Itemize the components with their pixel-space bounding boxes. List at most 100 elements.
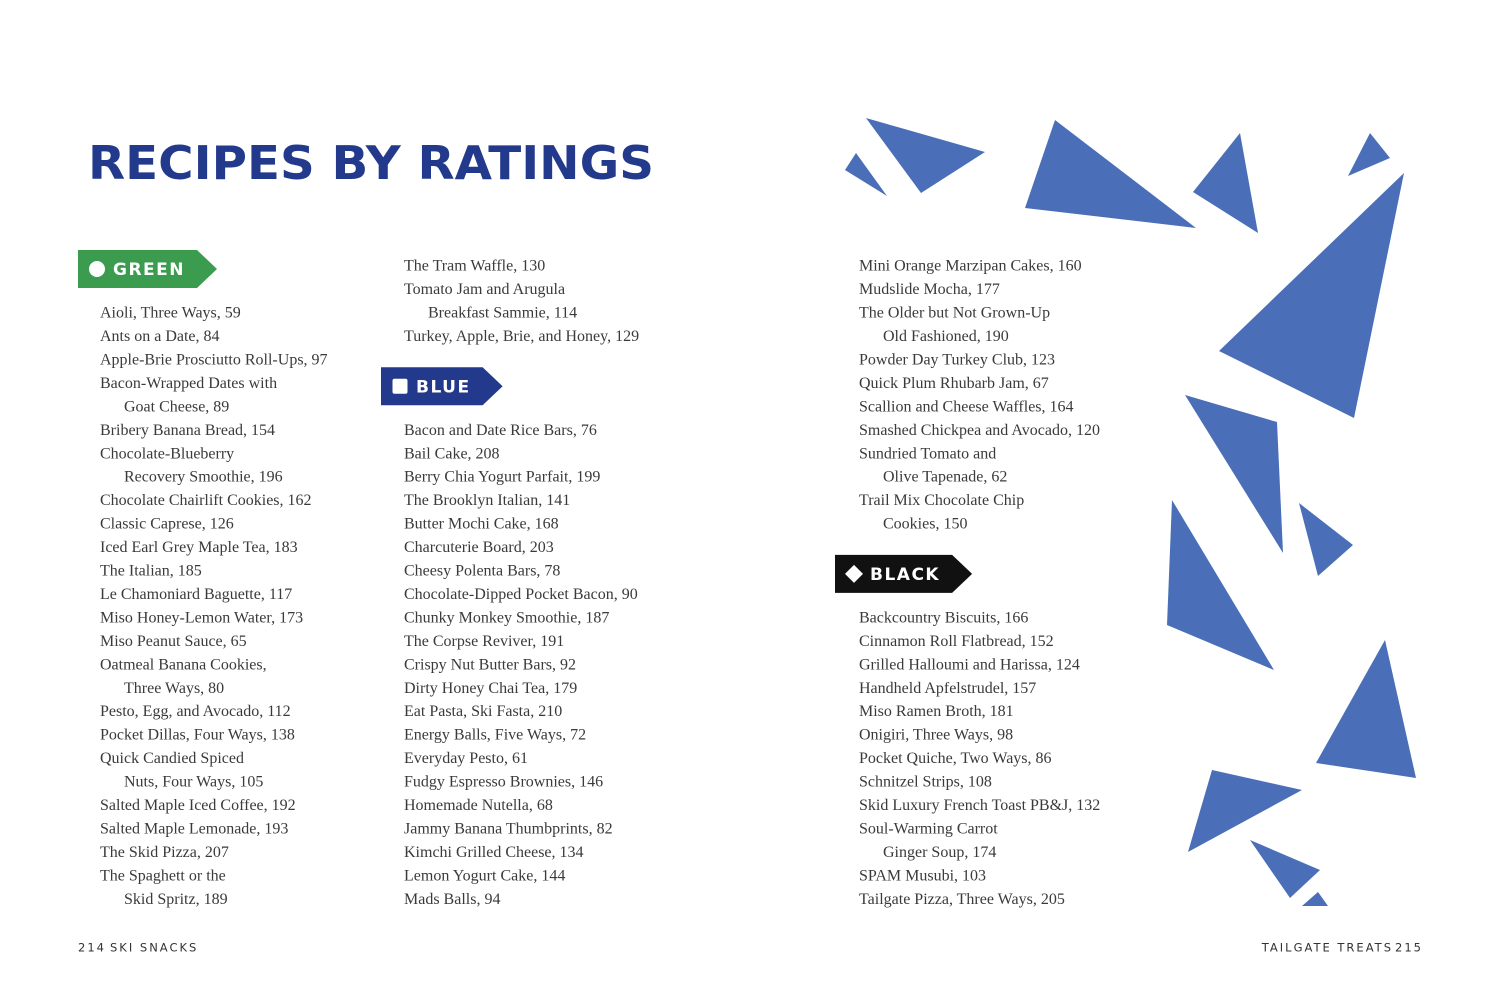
recipe-entry: Chunky Monkey Smoothie, 187 xyxy=(404,609,609,626)
recipe-entry: Ants on a Date, 84 xyxy=(100,328,220,345)
badge-label: BLUE xyxy=(416,377,471,397)
recipe-entry: Energy Balls, Five Ways, 72 xyxy=(404,727,586,744)
recipe-entry: Aioli, Three Ways, 59 xyxy=(100,305,241,322)
triangle xyxy=(1193,133,1258,233)
recipe-entry: Eat Pasta, Ski Fasta, 210 xyxy=(404,703,562,720)
recipe-entry: Chocolate-Blueberry xyxy=(100,445,234,462)
recipe-entry: Everyday Pesto, 61 xyxy=(404,750,528,767)
recipe-entry: Grilled Halloumi and Harissa, 124 xyxy=(859,656,1080,673)
recipe-entry: Tailgate Pizza, Three Ways, 205 xyxy=(859,891,1065,908)
recipe-entry: Berry Chia Yogurt Parfait, 199 xyxy=(404,469,600,486)
recipe-entry: Bacon and Date Rice Bars, 76 xyxy=(404,422,597,439)
recipe-entry: Miso Ramen Broth, 181 xyxy=(859,703,1014,720)
recipe-entry: Ginger Soup, 174 xyxy=(883,844,996,861)
recipe-entry: Skid Spritz, 189 xyxy=(124,891,228,908)
recipe-entry: Handheld Apfelstrudel, 157 xyxy=(859,680,1036,697)
recipe-entry: Nuts, Four Ways, 105 xyxy=(124,774,263,791)
recipe-entry: Jammy Banana Thumbprints, 82 xyxy=(404,820,613,837)
recipe-entry: SPAM Musubi, 103 xyxy=(859,867,986,884)
recipe-entry: Bacon-Wrapped Dates with xyxy=(100,375,277,392)
running-head: SKI SNACKS xyxy=(110,941,198,955)
recipe-entry: The Corpse Reviver, 191 xyxy=(404,633,564,650)
page-number: 214 xyxy=(78,941,106,955)
triangle xyxy=(866,118,985,193)
decorative-triangles xyxy=(845,118,1416,906)
recipe-entry: Turkey, Apple, Brie, and Honey, 129 xyxy=(404,328,639,345)
recipe-entry: Powder Day Turkey Club, 123 xyxy=(859,351,1055,368)
triangle xyxy=(1316,640,1416,778)
recipe-entry: Apple-Brie Prosciutto Roll-Ups, 97 xyxy=(100,351,328,368)
recipe-entry: Cheesy Polenta Bars, 78 xyxy=(404,563,560,580)
recipe-entry: The Italian, 185 xyxy=(100,563,202,580)
recipe-entry: Bail Cake, 208 xyxy=(404,445,500,462)
triangle xyxy=(1188,770,1302,852)
recipe-entry: Sundried Tomato and xyxy=(859,445,996,462)
recipe-entry: Scallion and Cheese Waffles, 164 xyxy=(859,398,1074,415)
recipe-entry: Chocolate-Dipped Pocket Bacon, 90 xyxy=(404,586,638,603)
recipe-entry: Pocket Dillas, Four Ways, 138 xyxy=(100,727,295,744)
recipe-entry: Le Chamoniard Baguette, 117 xyxy=(100,586,292,603)
recipe-entry: Pesto, Egg, and Avocado, 112 xyxy=(100,703,291,720)
recipe-entry: The Brooklyn Italian, 141 xyxy=(404,492,570,509)
triangle xyxy=(1025,120,1196,228)
recipe-entry: Chocolate Chairlift Cookies, 162 xyxy=(100,492,312,509)
recipe-entry: Salted Maple Lemonade, 193 xyxy=(100,820,288,837)
recipe-entry: Three Ways, 80 xyxy=(124,680,224,697)
recipe-entry: Cookies, 150 xyxy=(883,516,967,533)
recipe-entry: Old Fashioned, 190 xyxy=(883,328,1009,345)
triangle xyxy=(1302,892,1328,906)
badge-icon xyxy=(89,261,105,277)
triangle xyxy=(1348,133,1390,176)
recipe-entry: Mini Orange Marzipan Cakes, 160 xyxy=(859,258,1082,275)
recipe-entry: The Tram Waffle, 130 xyxy=(404,258,545,275)
recipe-entry: Tomato Jam and Arugula xyxy=(404,281,565,298)
recipe-entry: Backcountry Biscuits, 166 xyxy=(859,609,1028,626)
recipe-entry: Crispy Nut Butter Bars, 92 xyxy=(404,656,576,673)
recipe-entry: Goat Cheese, 89 xyxy=(124,398,229,415)
recipe-entry: The Spaghett or the xyxy=(100,867,226,884)
triangle xyxy=(1250,840,1320,898)
recipe-entry: Skid Luxury French Toast PB&J, 132 xyxy=(859,797,1100,814)
recipe-entry: Miso Peanut Sauce, 65 xyxy=(100,633,247,650)
recipe-entry: Trail Mix Chocolate Chip xyxy=(859,492,1024,509)
recipe-entry: Cinnamon Roll Flatbread, 152 xyxy=(859,633,1054,650)
recipe-entry: Dirty Honey Chai Tea, 179 xyxy=(404,680,577,697)
recipe-entry: Oatmeal Banana Cookies, xyxy=(100,656,267,673)
recipe-entry: Charcuterie Board, 203 xyxy=(404,539,554,556)
recipe-entry: Quick Plum Rhubarb Jam, 67 xyxy=(859,375,1049,392)
recipe-entry: Classic Caprese, 126 xyxy=(100,516,234,533)
badge-label: GREEN xyxy=(113,260,185,280)
recipe-entry: Kimchi Grilled Cheese, 134 xyxy=(404,844,584,861)
recipe-entry: Butter Mochi Cake, 168 xyxy=(404,516,559,533)
triangle xyxy=(845,153,887,196)
running-head: TAILGATE TREATS xyxy=(1261,941,1393,955)
rating-badge xyxy=(78,250,217,288)
triangle xyxy=(1185,395,1283,553)
recipe-entry: The Older but Not Grown-Up xyxy=(859,305,1050,322)
recipe-entry: The Skid Pizza, 207 xyxy=(100,844,229,861)
badge-icon xyxy=(392,378,408,394)
recipe-entry: Fudgy Espresso Brownies, 146 xyxy=(404,774,603,791)
recipe-entry: Soul-Warming Carrot xyxy=(859,820,998,837)
recipe-entry: Pocket Quiche, Two Ways, 86 xyxy=(859,750,1052,767)
recipe-entry: Lemon Yogurt Cake, 144 xyxy=(404,867,565,884)
triangle xyxy=(1219,173,1404,418)
recipe-entry: Onigiri, Three Ways, 98 xyxy=(859,727,1013,744)
recipe-entry: Salted Maple Iced Coffee, 192 xyxy=(100,797,296,814)
recipe-entry: Breakfast Sammie, 114 xyxy=(428,305,577,322)
recipe-entry: Iced Earl Grey Maple Tea, 183 xyxy=(100,539,298,556)
recipe-entry: Smashed Chickpea and Avocado, 120 xyxy=(859,422,1100,439)
page-title: RECIPES BY RATINGS xyxy=(88,136,654,190)
recipe-entry: Miso Honey-Lemon Water, 173 xyxy=(100,609,303,626)
recipe-entry: Homemade Nutella, 68 xyxy=(404,797,553,814)
rating-badge xyxy=(835,554,973,593)
recipe-entry: Olive Tapenade, 62 xyxy=(883,469,1007,486)
page-number: 215 xyxy=(1395,941,1423,955)
recipe-entry: Bribery Banana Bread, 154 xyxy=(100,422,275,439)
rating-badge xyxy=(381,367,503,406)
triangle xyxy=(1167,500,1274,670)
recipe-entry: Mudslide Mocha, 177 xyxy=(859,281,1000,298)
